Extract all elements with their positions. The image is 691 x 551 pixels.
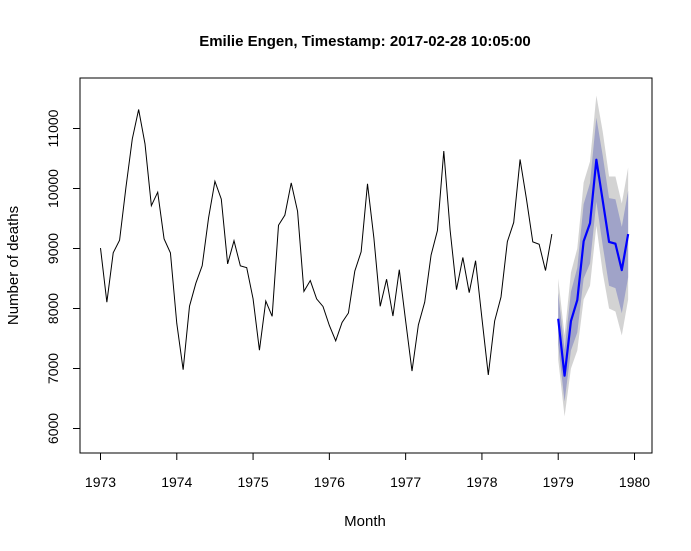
x-axis: 1973 1974 1975 1976 1977 1978 1979 1980 [85, 452, 650, 490]
x-tick-label: 1977 [390, 474, 421, 490]
x-tick-label: 1974 [161, 474, 192, 490]
forecast-series-line [557, 158, 630, 377]
y-axis: 6000 7000 8000 9000 10000 11000 [45, 109, 81, 444]
x-tick-label: 1980 [619, 474, 650, 490]
chart-title: Emilie Engen, Timestamp: 2017-02-28 10:0… [199, 33, 531, 50]
series-lines [100, 109, 630, 377]
x-tick-label: 1976 [314, 474, 345, 490]
prediction-band-80 [558, 117, 629, 402]
x-tick-label: 1979 [543, 474, 574, 490]
y-tick-label: 9000 [45, 233, 61, 264]
forecast-bands [558, 95, 629, 417]
x-axis-label: Month [344, 513, 386, 530]
y-tick-label: 6000 [45, 413, 61, 444]
x-tick-label: 1973 [85, 474, 116, 490]
y-axis-label: Number of deaths [5, 206, 22, 325]
y-tick-label: 11000 [45, 109, 61, 147]
y-tick-label: 8000 [45, 293, 61, 324]
x-tick-label: 1978 [466, 474, 497, 490]
x-tick-label: 1975 [237, 474, 268, 490]
observed-series-line [100, 109, 553, 376]
y-tick-label: 7000 [45, 353, 61, 384]
y-tick-label: 10000 [45, 169, 61, 208]
